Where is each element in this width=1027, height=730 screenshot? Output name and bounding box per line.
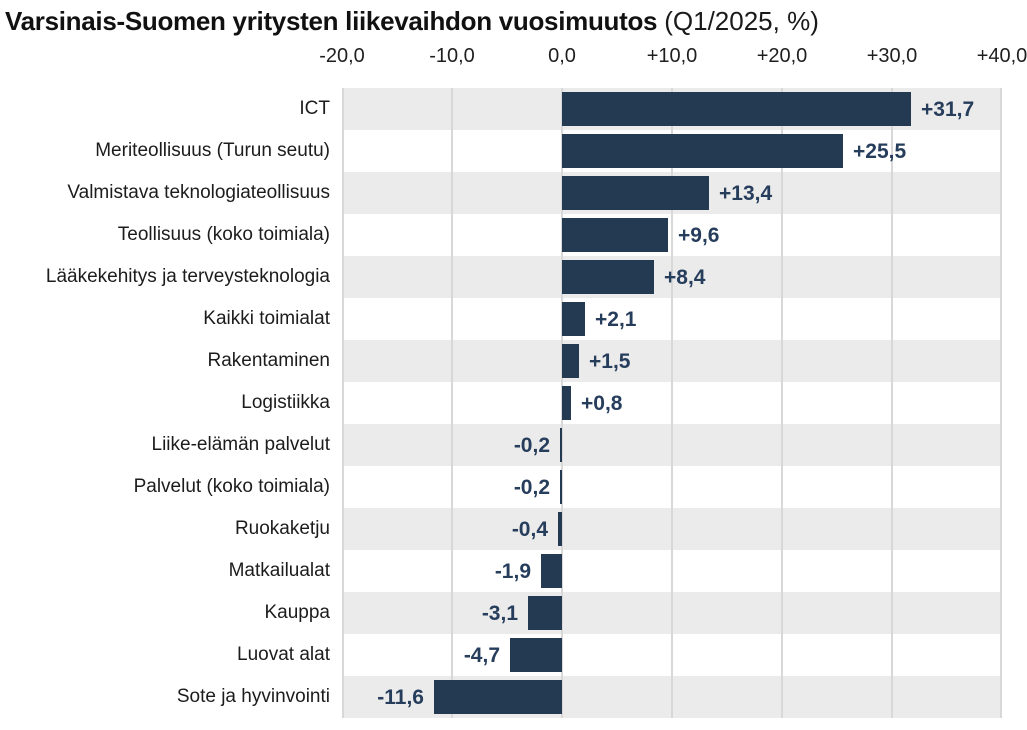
value-label: -3,1 [481, 602, 518, 625]
bar [560, 428, 562, 462]
value-label: +1,5 [589, 350, 631, 373]
category-label: Lääkekehitys ja terveysteknologia [45, 266, 330, 287]
chart-title-suffix: (Q1/2025, %) [664, 6, 819, 36]
gridline [451, 88, 453, 718]
bar [562, 260, 654, 294]
category-label: ICT [299, 98, 330, 119]
bar [528, 596, 562, 630]
value-label: -0,4 [511, 518, 548, 541]
gridline [671, 88, 673, 718]
value-label: -4,7 [463, 644, 500, 667]
bar [562, 302, 585, 336]
category-label: Sote ja hyvinvointi [176, 686, 330, 707]
plot-area: +31,7 +25,5 +13,4 +9,6 +8,4 +2,1 +1,5 +0,8 -0,2 -… [342, 88, 1002, 718]
x-tick-label: +30,0 [866, 45, 918, 67]
gridline [781, 88, 783, 718]
bar [562, 218, 668, 252]
value-label: -11,6 [377, 686, 424, 709]
x-tick-label: +20,0 [756, 45, 808, 67]
bar [562, 344, 579, 378]
x-tick-label: -20,0 [319, 45, 365, 67]
value-label: +8,4 [664, 266, 706, 289]
category-label: Valmistava teknologiateollisuus [67, 182, 330, 203]
category-label: Palvelut (koko toimiala) [133, 476, 330, 497]
x-tick-label: +40,0 [976, 45, 1027, 67]
bar [562, 386, 571, 420]
value-label: -0,2 [513, 476, 550, 499]
value-label: -0,2 [513, 434, 550, 457]
x-tick-label: +10,0 [646, 45, 698, 67]
category-label: Meriteollisuus (Turun seutu) [95, 140, 330, 161]
category-label: Teollisuus (koko toimiala) [117, 224, 330, 245]
category-label: Luovat alat [237, 644, 330, 665]
bar [562, 92, 911, 126]
bar [434, 680, 562, 714]
value-label: +31,7 [921, 98, 975, 121]
value-label: +13,4 [719, 182, 773, 205]
gridline [1000, 88, 1002, 718]
category-label: Ruokaketju [234, 518, 330, 539]
category-label: Matkailualat [228, 560, 330, 581]
gridline [342, 88, 344, 718]
category-label: Kaikki toimialat [203, 308, 330, 329]
bar [558, 512, 562, 546]
x-axis: -20,0 -10,0 0,0 +10,0 +20,0 +30,0 +40,0 [0, 45, 1027, 69]
bar [510, 638, 562, 672]
category-axis: ICT Meriteollisuus (Turun seutu) Valmistav… [0, 88, 330, 718]
bar [560, 470, 562, 504]
gridline [891, 88, 893, 718]
value-label: +2,1 [595, 308, 637, 331]
category-label: Rakentaminen [207, 350, 330, 371]
value-label: -1,9 [494, 560, 531, 583]
bar [562, 134, 843, 168]
value-label: +9,6 [678, 224, 720, 247]
bar [541, 554, 562, 588]
category-label: Logistiikka [241, 392, 330, 413]
x-tick-label: -10,0 [429, 45, 475, 67]
x-tick-label: 0,0 [548, 45, 576, 67]
bar [562, 176, 709, 210]
value-label: +0,8 [581, 392, 623, 415]
chart-title-main: Varsinais-Suomen yritysten liikevaihdon … [5, 6, 658, 36]
value-label: +25,5 [853, 140, 907, 163]
category-label: Kauppa [264, 602, 330, 623]
chart-title: Varsinais-Suomen yritysten liikevaihdon … [5, 5, 1025, 39]
category-label: Liike-elämän palvelut [151, 434, 331, 455]
